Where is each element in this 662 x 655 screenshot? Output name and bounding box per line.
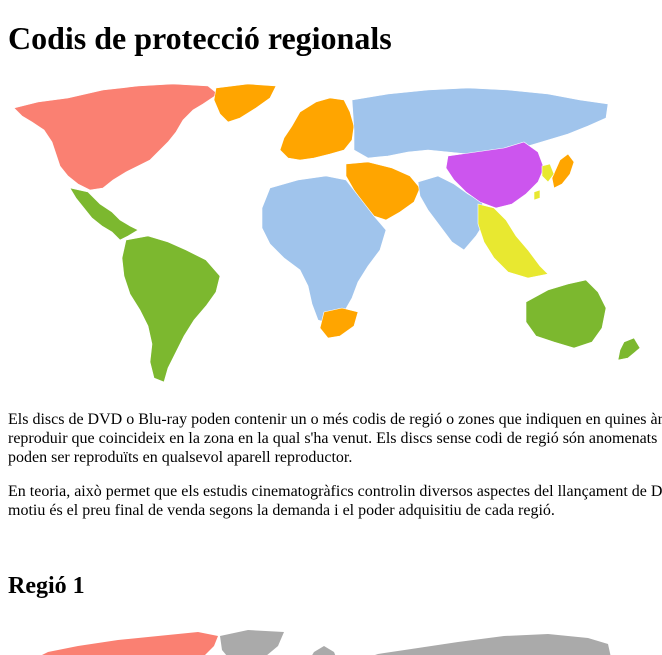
region-2-japan: [551, 153, 575, 189]
region-4-latin-america: [69, 187, 139, 241]
theory-line: motiu és el preu final de venda segons l…: [8, 502, 555, 519]
region-inactive-greenland: [220, 630, 284, 655]
region-6-china: [445, 141, 545, 209]
theory-line: En teoria, això permet que els estudis c…: [8, 483, 662, 500]
region-4-south-america: [121, 235, 221, 383]
region-1-highlight: [42, 632, 218, 655]
region-5-africa: [261, 175, 387, 325]
region-inactive-europe: [312, 646, 336, 655]
region-1-map: [42, 630, 611, 655]
region-2-south-africa: [319, 307, 359, 339]
region-4-australia: [525, 279, 607, 349]
region-3-korea-taiwan: [533, 163, 555, 201]
article: Codis de protecció regionals Els discs d…: [8, 0, 662, 655]
region-1-heading: Regió 1: [8, 573, 85, 599]
page-title: Codis de protecció regionals: [8, 20, 392, 56]
region-2-greenland: [213, 83, 277, 123]
region-1-north-america: [13, 83, 219, 191]
region-5-south-asia: [417, 175, 487, 251]
theory-paragraph: En teoria, això permet que els estudis c…: [8, 482, 662, 520]
intro-line: Els discs de DVD o Blu-ray poden conteni…: [8, 411, 662, 428]
region-3-southeast-asia: [477, 203, 549, 279]
region-2-europe: [279, 97, 355, 161]
world-region-map: [13, 83, 641, 383]
region-5-russia: [351, 87, 609, 159]
region-4-new-zealand: [617, 337, 641, 361]
region-inactive-asia: [375, 634, 611, 655]
intro-paragraph: Els discs de DVD o Blu-ray poden conteni…: [8, 410, 662, 467]
intro-line: poden ser reproduïts en qualsevol aparel…: [8, 449, 353, 466]
intro-line: reproduir que coincideix en la zona en l…: [8, 430, 658, 447]
